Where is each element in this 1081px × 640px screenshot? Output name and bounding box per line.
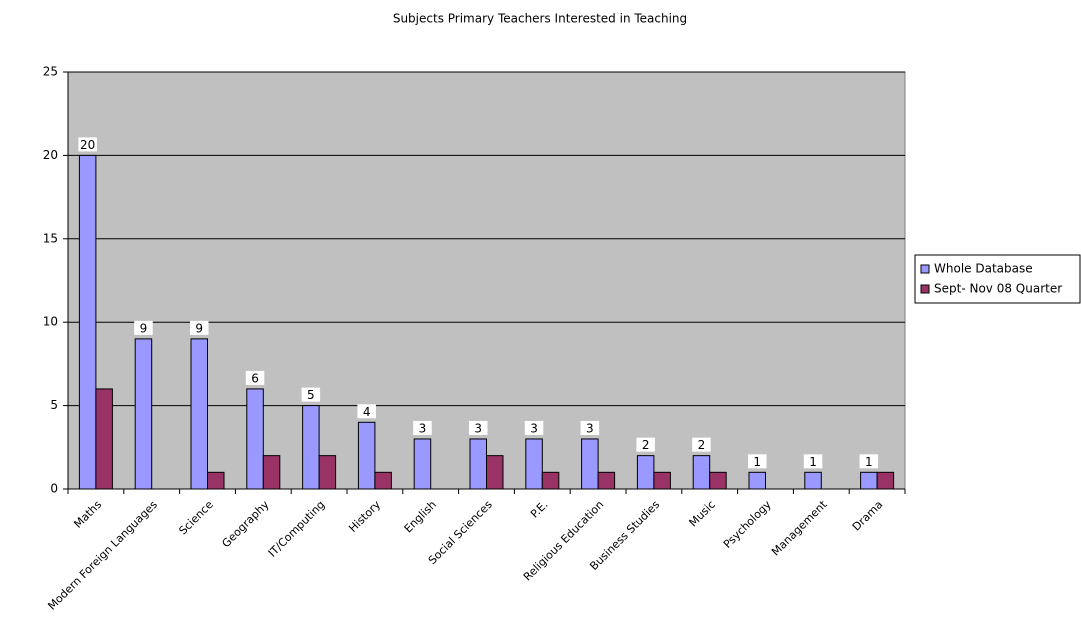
label-bg [748, 454, 767, 469]
x-tick-label: Management [769, 498, 830, 559]
label-bg [469, 420, 488, 435]
data-label: 3 [419, 421, 427, 435]
x-tick-label: P.E. [528, 498, 551, 521]
data-label: 4 [363, 405, 371, 419]
legend-label: Whole Database [934, 262, 1033, 276]
y-tick-label: 5 [50, 398, 58, 412]
bar [636, 455, 655, 490]
y-tick-label: 25 [43, 65, 58, 79]
x-tick-label: Science [176, 498, 216, 538]
bar [374, 471, 392, 490]
label-bg [524, 420, 544, 435]
data-label: 2 [698, 438, 706, 452]
bar [302, 405, 320, 490]
label-bg [78, 137, 97, 152]
data-label: 1 [753, 455, 761, 469]
legend-label: Sept- Nov 08 Quarter [934, 282, 1062, 296]
label-bg [245, 370, 265, 385]
bar [581, 438, 599, 490]
bar [709, 471, 727, 490]
bar [692, 455, 711, 490]
bar [318, 455, 337, 490]
bar [95, 388, 113, 490]
label-bg [803, 454, 823, 469]
x-tick-label: Psychology [721, 498, 774, 551]
bar [597, 471, 616, 490]
bar [860, 471, 878, 490]
bar [78, 154, 97, 490]
label-bg [301, 387, 321, 402]
x-tick-label: Music [687, 498, 718, 529]
bar [357, 421, 376, 490]
data-label: 20 [80, 138, 95, 152]
y-tick-label: 0 [50, 482, 58, 496]
x-tick-label: Drama [850, 498, 885, 533]
data-label: 1 [865, 455, 873, 469]
bar [748, 471, 766, 490]
data-label: 5 [307, 388, 315, 402]
data-label: 1 [809, 455, 817, 469]
y-tick-label: 10 [43, 315, 58, 329]
bar [541, 471, 560, 490]
x-tick-label: English [402, 498, 439, 535]
data-label: 9 [140, 321, 148, 335]
label-bg [134, 320, 153, 335]
label-bg [413, 420, 432, 435]
label-bg [692, 437, 711, 452]
legend-swatch [920, 284, 930, 294]
y-tick-label: 20 [43, 148, 58, 162]
bar [262, 455, 281, 490]
bar [525, 438, 543, 490]
label-bg [357, 404, 376, 419]
data-label: 3 [530, 421, 538, 435]
x-tick-label: Geography [219, 498, 271, 550]
bar [207, 471, 225, 490]
legend-swatch [920, 264, 930, 274]
label-bg [580, 420, 600, 435]
label-bg [636, 437, 655, 452]
bar [413, 438, 432, 490]
bar [246, 388, 264, 490]
data-label: 9 [195, 321, 203, 335]
data-label: 2 [642, 438, 650, 452]
legend-box [914, 254, 1081, 304]
bar [804, 471, 822, 490]
bar [469, 438, 487, 490]
label-bg [190, 320, 209, 335]
x-tick-label: Maths [71, 498, 104, 531]
bar [486, 455, 504, 490]
x-tick-label: History [346, 498, 383, 535]
data-label: 6 [251, 371, 259, 385]
chart-title: Subjects Primary Teachers Interested in … [393, 12, 687, 26]
x-tick-label: IT/Computing [266, 498, 328, 560]
x-tick-label: Modern Foreign Languages [45, 498, 160, 613]
label-bg [859, 454, 879, 469]
y-tick-label: 15 [43, 231, 58, 245]
bar [876, 471, 895, 490]
data-label: 3 [474, 421, 482, 435]
bar [190, 338, 208, 490]
bar [134, 338, 153, 490]
bar [653, 471, 671, 490]
data-label: 3 [586, 421, 594, 435]
